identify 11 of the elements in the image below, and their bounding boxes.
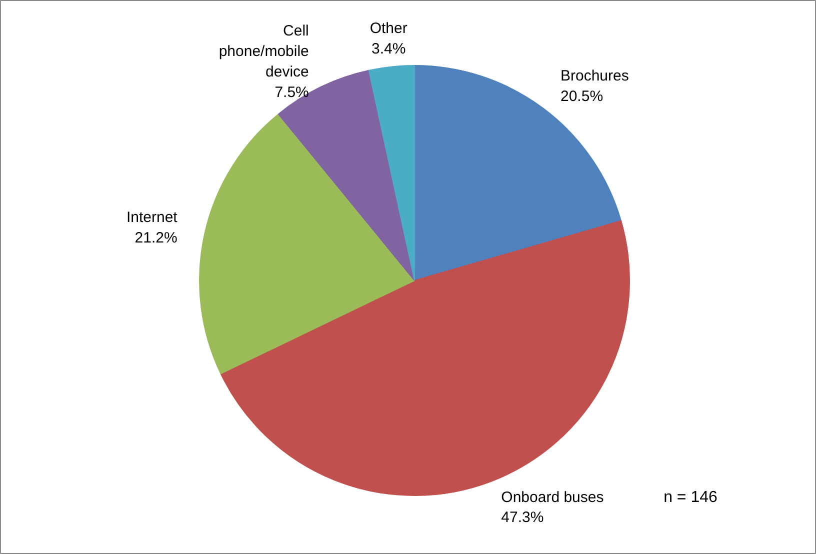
slice-label: Cell phone/mobile device [218,22,309,80]
slice-label: Internet [126,209,178,226]
slice-label: Brochures [560,68,629,85]
slice-label: Other [370,20,408,38]
data-label: 20.5% [560,88,604,106]
data-label: 3.4% [371,40,406,58]
slice-label: Onboard buses [501,488,604,506]
data-label: 7.5% [274,84,309,101]
text: n = 146 [664,489,718,506]
data-label: 47.3% [501,509,544,526]
data-label: 21.2% [134,230,178,247]
